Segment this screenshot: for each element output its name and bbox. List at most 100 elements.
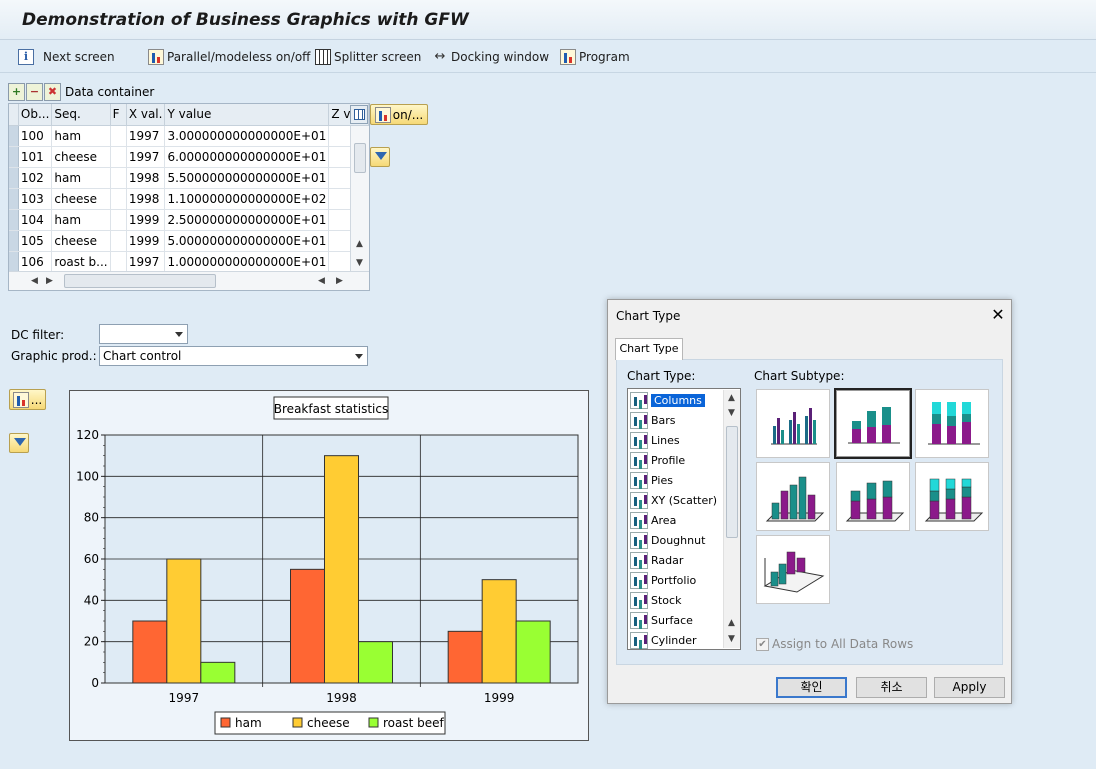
scroll-down-icon[interactable]: ▼ [356, 258, 363, 268]
table-cell[interactable]: ham [51, 125, 111, 147]
table-row[interactable]: 102 ham 1998 5.500000000000000E+01 [9, 167, 369, 189]
subtype-3d-clustered-columns[interactable] [756, 462, 830, 531]
scroll-right-icon[interactable]: ▶ [46, 276, 53, 286]
scroll-right-icon[interactable]: ▶ [336, 276, 343, 286]
checkbox[interactable]: ✔ [756, 637, 769, 651]
subtype-3d-100-stacked-columns[interactable] [915, 462, 989, 531]
chart-settings-button[interactable]: ... [9, 389, 46, 410]
chart-type-item[interactable]: Stock [629, 590, 722, 610]
subtype-100-stacked-columns[interactable] [915, 389, 989, 458]
insert-row-icon[interactable]: + [8, 83, 25, 101]
next-screen-button[interactable]: i Next screen [18, 47, 115, 67]
table-cell[interactable]: 6.000000000000000E+01 [164, 146, 330, 168]
filter-icon[interactable] [9, 433, 29, 453]
row-selector[interactable] [9, 125, 19, 147]
data-container-grid[interactable]: Ob... Seq. F X val. Y value Z val. 100 ha… [8, 103, 370, 291]
table-cell[interactable]: 104 [18, 209, 53, 231]
chart-type-item[interactable]: Cylinder [629, 630, 722, 649]
ok-button[interactable]: 확인 [776, 677, 847, 698]
table-row[interactable]: 101 cheese 1997 6.000000000000000E+01 [9, 146, 369, 168]
table-cell[interactable]: 105 [18, 230, 53, 252]
scroll-up-icon[interactable]: ▲ [728, 618, 735, 628]
docking-window-button[interactable]: ↔ Docking window [432, 47, 549, 67]
table-cell[interactable]: 1999 [126, 209, 166, 231]
chart-type-list[interactable]: Columns Bars Lines Profile Pies XY (Scatter) A… [627, 388, 741, 650]
column-header[interactable]: F [110, 104, 127, 126]
cancel-button[interactable]: 취소 [856, 677, 927, 698]
chart-type-item[interactable]: Portfolio [629, 570, 722, 590]
row-selector[interactable] [9, 188, 19, 210]
chart-type-item[interactable]: Doughnut [629, 530, 722, 550]
table-cell[interactable]: 1999 [126, 230, 166, 252]
assign-all-checkbox[interactable]: ✔ Assign to All Data Rows [756, 637, 913, 651]
chart-type-item[interactable]: XY (Scatter) [629, 490, 722, 510]
table-cell[interactable]: cheese [51, 188, 111, 210]
table-cell[interactable]: 1998 [126, 167, 166, 189]
bar-chart[interactable]: Breakfast statistics 0 20 40 60 80 100 120 1997 1… [69, 390, 589, 741]
table-cell[interactable]: 106 [18, 251, 53, 273]
table-cell[interactable]: 1997 [126, 125, 166, 147]
table-cell[interactable]: ham [51, 209, 111, 231]
chart-type-item[interactable]: Pies [629, 470, 722, 490]
scroll-up-icon[interactable]: ▲ [356, 239, 363, 249]
table-cell[interactable]: 3.000000000000000E+01 [164, 125, 330, 147]
row-selector[interactable] [9, 209, 19, 231]
table-cell[interactable]: 100 [18, 125, 53, 147]
table-row[interactable]: 106 roast b... 1997 1.000000000000000E+01 [9, 251, 369, 273]
column-settings-icon[interactable] [350, 105, 368, 124]
filter-icon[interactable] [370, 147, 390, 167]
table-row[interactable]: 104 ham 1999 2.500000000000000E+01 [9, 209, 369, 231]
table-cell[interactable]: 103 [18, 188, 53, 210]
splitter-screen-button[interactable]: Splitter screen [315, 47, 421, 67]
chart-type-item[interactable]: Profile [629, 450, 722, 470]
table-cell[interactable]: cheese [51, 230, 111, 252]
scroll-down-icon[interactable]: ▼ [728, 408, 735, 418]
table-cell[interactable] [110, 230, 127, 252]
table-cell[interactable] [110, 209, 127, 231]
scroll-up-icon[interactable]: ▲ [728, 393, 735, 403]
subtype-3d-columns[interactable] [756, 535, 830, 604]
row-selector[interactable] [9, 146, 19, 168]
subtype-stacked-columns[interactable] [834, 388, 912, 459]
table-cell[interactable]: 1997 [126, 146, 166, 168]
table-cell[interactable]: 5.000000000000000E+01 [164, 230, 330, 252]
table-cell[interactable] [110, 167, 127, 189]
table-cell[interactable]: 5.500000000000000E+01 [164, 167, 330, 189]
chart-type-item[interactable]: Surface [629, 610, 722, 630]
table-cell[interactable] [110, 125, 127, 147]
toggle-on-button[interactable]: on/... [370, 104, 428, 125]
dc-filter-select[interactable] [99, 324, 188, 344]
chart-type-item[interactable]: Bars [629, 410, 722, 430]
table-cell[interactable]: 1997 [126, 251, 166, 273]
column-header[interactable]: Ob... [18, 104, 53, 126]
vertical-scrollbar[interactable]: ▲ ▼ [350, 126, 369, 272]
subtype-3d-stacked-columns[interactable] [836, 462, 910, 531]
scroll-left-icon[interactable]: ◀ [318, 276, 325, 286]
scroll-left-icon[interactable]: ◀ [31, 276, 38, 286]
delete-all-icon[interactable]: ✖ [44, 83, 61, 101]
graphic-prod-select[interactable]: Chart control [99, 346, 368, 366]
table-cell[interactable]: roast b... [51, 251, 111, 273]
table-row[interactable]: 103 cheese 1998 1.100000000000000E+02 [9, 188, 369, 210]
table-cell[interactable] [110, 188, 127, 210]
chart-type-item[interactable]: Columns [629, 390, 722, 410]
column-header[interactable]: X val. [126, 104, 166, 126]
table-cell[interactable] [110, 251, 127, 273]
delete-row-icon[interactable]: − [26, 83, 43, 101]
table-cell[interactable]: ham [51, 167, 111, 189]
scroll-thumb[interactable] [354, 143, 366, 173]
table-cell[interactable]: 1998 [126, 188, 166, 210]
table-cell[interactable]: 1.000000000000000E+01 [164, 251, 330, 273]
table-row[interactable]: 105 cheese 1999 5.000000000000000E+01 [9, 230, 369, 252]
row-selector[interactable] [9, 251, 19, 273]
apply-button[interactable]: Apply [934, 677, 1005, 698]
column-header[interactable]: Seq. [51, 104, 111, 126]
scroll-thumb[interactable] [726, 426, 738, 538]
row-selector[interactable] [9, 230, 19, 252]
chart-type-item[interactable]: Area [629, 510, 722, 530]
table-cell[interactable]: 2.500000000000000E+01 [164, 209, 330, 231]
table-cell[interactable]: cheese [51, 146, 111, 168]
subtype-clustered-columns[interactable] [756, 389, 830, 458]
table-cell[interactable] [110, 146, 127, 168]
chart-type-item[interactable]: Radar [629, 550, 722, 570]
